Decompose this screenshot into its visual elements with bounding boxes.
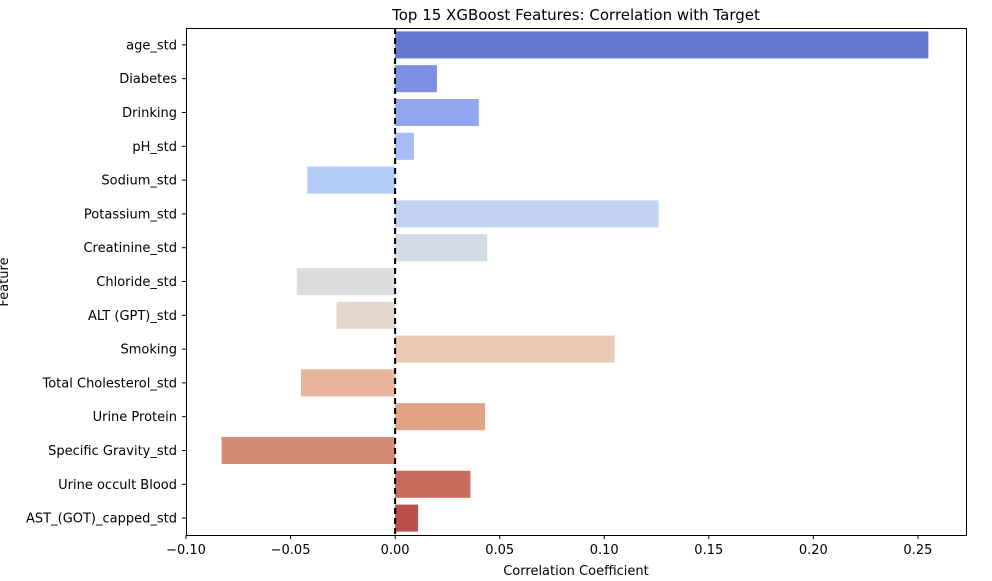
x-axis-label: Correlation Coefficient bbox=[503, 564, 649, 577]
y-tick-label: AST_(GOT)_capped_std bbox=[26, 512, 177, 527]
bar bbox=[395, 98, 479, 127]
bar bbox=[395, 403, 486, 431]
y-tick-label: Sodium_std bbox=[101, 174, 177, 189]
x-tick-label: 0.05 bbox=[485, 543, 514, 558]
x-tick-label: 0.10 bbox=[590, 543, 619, 558]
x-tick-label: −0.05 bbox=[271, 543, 311, 558]
y-tick-label: Drinking bbox=[122, 106, 177, 121]
y-tick-label: ALT (GPT)_std bbox=[88, 309, 177, 324]
y-tick-label: Total Cholesterol_std bbox=[42, 376, 178, 391]
y-tick-label: age_std bbox=[126, 38, 177, 53]
y-tick-label: Creatinine_std bbox=[83, 241, 177, 256]
plot-frame bbox=[186, 28, 967, 536]
y-tick-label: Urine Protein bbox=[93, 410, 177, 425]
y-tick-label: Diabetes bbox=[119, 72, 177, 87]
bar bbox=[395, 200, 659, 228]
x-tick-label: 0.20 bbox=[799, 543, 828, 558]
x-tick-label: 0.15 bbox=[694, 543, 723, 558]
y-tick-label: Chloride_std bbox=[96, 275, 177, 290]
y-tick-label: Specific Gravity_std bbox=[48, 444, 177, 459]
y-axis-label: Feature bbox=[0, 257, 12, 306]
bar bbox=[395, 31, 929, 59]
bar bbox=[395, 504, 419, 532]
x-tick-label: −0.10 bbox=[166, 543, 206, 558]
bar bbox=[395, 132, 414, 160]
bar bbox=[336, 301, 396, 329]
bar bbox=[395, 65, 437, 93]
y-axis: age_std Diabetes Drinking pH_std Sodium_std P… bbox=[26, 38, 186, 527]
bar bbox=[395, 234, 488, 262]
x-axis: −0.10 −0.05 0.00 0.05 0.10 0.15 0.20 0.25 bbox=[166, 535, 932, 558]
y-tick-label: pH_std bbox=[132, 140, 177, 155]
bar bbox=[301, 369, 396, 397]
bar bbox=[395, 470, 471, 498]
x-tick-label: 0.00 bbox=[381, 543, 410, 558]
x-tick-label: 0.25 bbox=[903, 543, 932, 558]
y-tick-label: Potassium_std bbox=[84, 207, 177, 222]
bar bbox=[296, 267, 396, 296]
bar bbox=[221, 436, 396, 465]
bar bbox=[307, 166, 396, 194]
chart-title: Top 15 XGBoost Features: Correlation wit… bbox=[391, 6, 760, 24]
bars-layer bbox=[221, 31, 929, 532]
bar bbox=[395, 335, 615, 363]
y-tick-label: Smoking bbox=[120, 343, 177, 358]
y-tick-label: Urine occult Blood bbox=[58, 478, 177, 493]
